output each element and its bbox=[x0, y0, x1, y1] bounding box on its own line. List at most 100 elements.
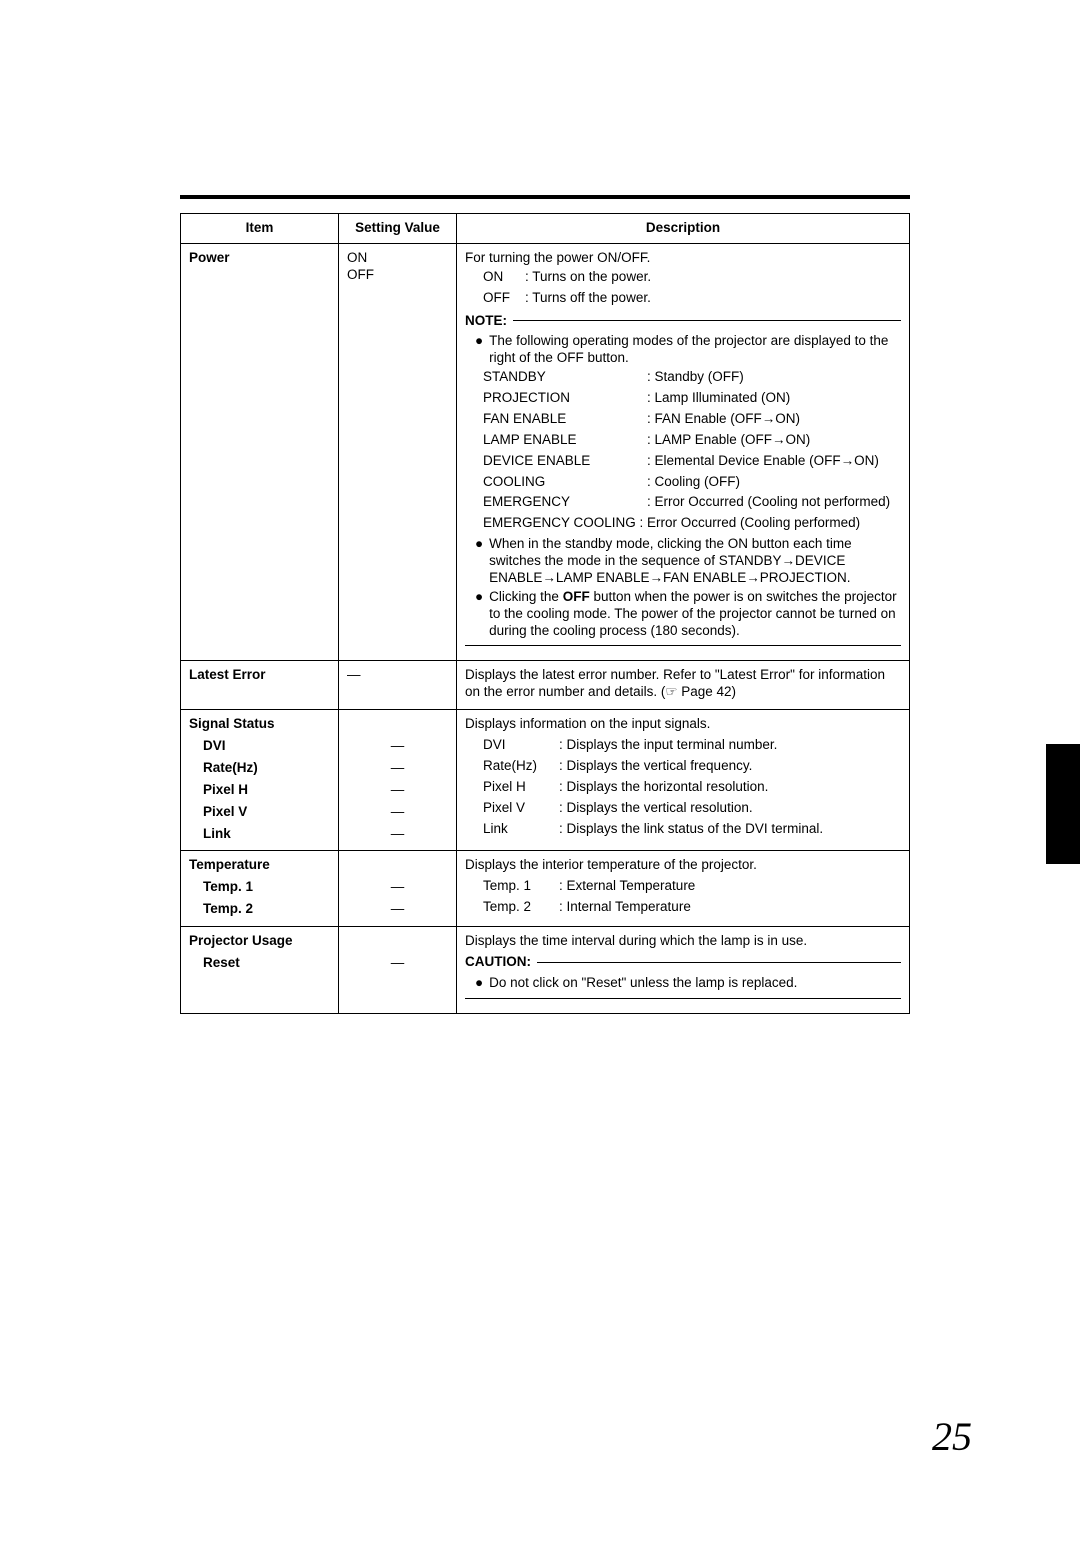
row-latest-error: Latest Error — Displays the latest error… bbox=[181, 661, 910, 710]
cell-setting-signal: — — — — — bbox=[339, 710, 457, 851]
cell-item-power: Power bbox=[181, 243, 339, 661]
header-item: Item bbox=[181, 214, 339, 244]
cell-setting-temperature: — — bbox=[339, 851, 457, 927]
emergency-cooling-line: EMERGENCY COOLING : Error Occurred (Cool… bbox=[483, 515, 901, 532]
mode-key: COOLING bbox=[483, 474, 643, 491]
caution-text: Do not click on "Reset" unless the lamp … bbox=[489, 975, 797, 992]
sig-k: Pixel V bbox=[483, 800, 559, 817]
temp-k: Temp. 2 bbox=[483, 899, 559, 916]
cell-item-signal: Signal Status DVI Rate(Hz) Pixel H Pixel… bbox=[181, 710, 339, 851]
note-rule bbox=[513, 320, 901, 321]
usage-intro: Displays the time interval during which … bbox=[465, 933, 901, 950]
signal-sub-pixelh: Pixel H bbox=[189, 782, 330, 799]
bullet-icon: ● bbox=[475, 975, 483, 992]
cell-item-usage: Projector Usage Reset bbox=[181, 927, 339, 1014]
sig-v: : Displays the link status of the DVI te… bbox=[559, 821, 901, 838]
side-tab bbox=[1046, 744, 1080, 864]
power-note-bullet-3-text: Clicking the OFF button when the power i… bbox=[489, 589, 901, 640]
temp1-label: Temp. 1 bbox=[189, 879, 330, 896]
power-note-bullet-1: ● The following operating modes of the p… bbox=[475, 333, 901, 367]
header-description: Description bbox=[457, 214, 910, 244]
mode-key: EMERGENCY bbox=[483, 494, 643, 511]
header-setting: Setting Value bbox=[339, 214, 457, 244]
caution-bullet: ● Do not click on "Reset" unless the lam… bbox=[475, 975, 901, 992]
power-off-label: OFF bbox=[483, 290, 525, 307]
row-projector-usage: Projector Usage Reset — Displays the tim… bbox=[181, 927, 910, 1014]
dash: — bbox=[347, 826, 448, 843]
power-modes-list: STANDBY : Standby (OFF) PROJECTION : Lam… bbox=[483, 369, 901, 511]
note-label: NOTE: bbox=[465, 313, 507, 330]
mode-key: LAMP ENABLE bbox=[483, 432, 643, 449]
signal-sub-pixelv: Pixel V bbox=[189, 804, 330, 821]
mode-key: DEVICE ENABLE bbox=[483, 453, 643, 470]
power-off-text: : Turns off the power. bbox=[525, 290, 901, 307]
temp-intro: Displays the interior temperature of the… bbox=[465, 857, 901, 874]
caution-label: CAUTION: bbox=[465, 954, 531, 971]
power-on-label: ON bbox=[483, 269, 525, 286]
setting-on: ON bbox=[347, 250, 448, 267]
cell-desc-power: For turning the power ON/OFF. ON : Turns… bbox=[457, 243, 910, 661]
mode-val: : FAN Enable (OFF→ON) bbox=[647, 411, 901, 428]
note-heading: NOTE: bbox=[465, 313, 901, 330]
dash: — bbox=[347, 760, 448, 777]
cell-desc-signal: Displays information on the input signal… bbox=[457, 710, 910, 851]
sig-k: Link bbox=[483, 821, 559, 838]
cell-desc-latest-error: Displays the latest error number. Refer … bbox=[457, 661, 910, 710]
item-power-label: Power bbox=[189, 250, 230, 265]
caution-end-rule bbox=[465, 998, 901, 999]
signal-status-label: Signal Status bbox=[189, 716, 330, 733]
cell-desc-usage: Displays the time interval during which … bbox=[457, 927, 910, 1014]
cell-setting-latest-error: — bbox=[339, 661, 457, 710]
dash: — bbox=[347, 879, 448, 896]
cell-setting-power: ON OFF bbox=[339, 243, 457, 661]
sig-v: : Displays the input terminal number. bbox=[559, 737, 901, 754]
mode-val: : Error Occurred (Cooling not performed) bbox=[647, 494, 901, 511]
caution-rule bbox=[537, 962, 901, 963]
usage-label: Projector Usage bbox=[189, 933, 330, 950]
row-temperature: Temperature Temp. 1 Temp. 2 — — Displays… bbox=[181, 851, 910, 927]
sig-k: DVI bbox=[483, 737, 559, 754]
page-number: 25 bbox=[932, 1413, 972, 1460]
power-note-bullet-2: ● When in the standby mode, clicking the… bbox=[475, 536, 901, 587]
cell-item-temperature: Temperature Temp. 1 Temp. 2 bbox=[181, 851, 339, 927]
temperature-label: Temperature bbox=[189, 857, 330, 874]
temp-v: : External Temperature bbox=[559, 878, 901, 895]
power-on-text: : Turns on the power. bbox=[525, 269, 901, 286]
reset-label: Reset bbox=[189, 955, 330, 972]
mode-val: : Elemental Device Enable (OFF→ON) bbox=[647, 453, 901, 470]
signal-sub-link: Link bbox=[189, 826, 330, 843]
cell-desc-temperature: Displays the interior temperature of the… bbox=[457, 851, 910, 927]
mode-key: PROJECTION bbox=[483, 390, 643, 407]
b3-bold: OFF bbox=[563, 589, 590, 604]
top-rule bbox=[180, 195, 910, 199]
temp-v: : Internal Temperature bbox=[559, 899, 901, 916]
b3-pre: Clicking the bbox=[489, 589, 563, 604]
row-power: Power ON OFF For turning the power ON/OF… bbox=[181, 243, 910, 661]
temp-k: Temp. 1 bbox=[483, 878, 559, 895]
mode-key: FAN ENABLE bbox=[483, 411, 643, 428]
power-note-bullet-3: ● Clicking the OFF button when the power… bbox=[475, 589, 901, 640]
dash: — bbox=[347, 955, 448, 972]
cell-setting-usage: — bbox=[339, 927, 457, 1014]
dash: — bbox=[347, 901, 448, 918]
sig-v: : Displays the vertical resolution. bbox=[559, 800, 901, 817]
setting-off: OFF bbox=[347, 267, 448, 284]
dash: — bbox=[347, 804, 448, 821]
power-note-bullet-1-text: The following operating modes of the pro… bbox=[489, 333, 901, 367]
sig-v: : Displays the horizontal resolution. bbox=[559, 779, 901, 796]
sig-k: Rate(Hz) bbox=[483, 758, 559, 775]
mode-val: : Standby (OFF) bbox=[647, 369, 901, 386]
power-intro: For turning the power ON/OFF. bbox=[465, 250, 901, 267]
mode-val: : LAMP Enable (OFF→ON) bbox=[647, 432, 901, 449]
cell-item-latest-error: Latest Error bbox=[181, 661, 339, 710]
dash: — bbox=[347, 782, 448, 799]
signal-intro: Displays information on the input signal… bbox=[465, 716, 901, 733]
latest-error-label: Latest Error bbox=[189, 667, 266, 682]
page-content: Item Setting Value Description Power ON … bbox=[0, 0, 1080, 1014]
mode-val: : Cooling (OFF) bbox=[647, 474, 901, 491]
bullet-icon: ● bbox=[475, 536, 483, 587]
signal-sub-dvi: DVI bbox=[189, 738, 330, 755]
note-end-rule bbox=[465, 645, 901, 646]
power-note-bullet-2-text: When in the standby mode, clicking the O… bbox=[489, 536, 901, 587]
sig-v: : Displays the vertical frequency. bbox=[559, 758, 901, 775]
